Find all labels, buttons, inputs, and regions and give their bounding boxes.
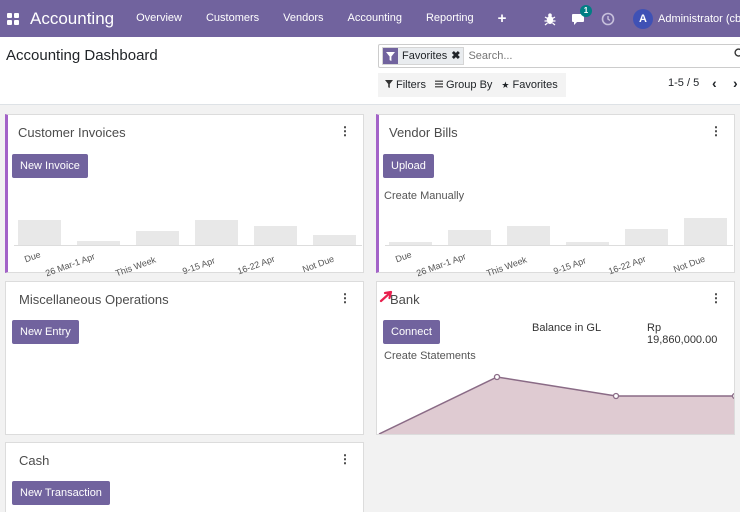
card-menu-icon[interactable]: ⋮ — [339, 291, 351, 305]
bank-balance-graph[interactable] — [377, 282, 735, 435]
add-menu-icon[interactable]: + — [497, 10, 507, 27]
card-menu-icon[interactable]: ⋮ — [710, 291, 722, 305]
new-invoice-button[interactable]: New Invoice — [12, 154, 88, 178]
graph-line — [378, 376, 734, 434]
activity-clock-icon[interactable] — [600, 11, 616, 27]
top-navbar: Accounting Overview Customers Vendors Ac… — [0, 0, 740, 37]
facet-remove-icon[interactable]: ✖ — [451, 48, 464, 64]
menu-vendors[interactable]: Vendors — [283, 12, 324, 24]
cash-card: Cash ⋮ New Transaction — [5, 442, 364, 512]
graph-bar — [625, 229, 668, 245]
group-by-toggle[interactable]: Group By — [434, 79, 493, 91]
bars-icon — [434, 80, 443, 90]
messages-count-badge: 1 — [580, 4, 592, 17]
balance-value: Rp 19,860,000.00 — [647, 322, 718, 346]
user-menu-name[interactable]: Administrator (cb0 — [658, 12, 740, 25]
new-transaction-button[interactable]: New Transaction — [12, 481, 110, 505]
create-manually-link[interactable]: Create Manually — [384, 190, 465, 202]
graph-bar — [195, 220, 238, 245]
graph-bar — [254, 226, 297, 245]
menu-overview[interactable]: Overview — [136, 12, 182, 24]
graph-tick-label: Not Due — [672, 253, 707, 275]
graph-point — [493, 373, 501, 381]
misc-operations-card: Miscellaneous Operations ⋮ New Entry — [5, 281, 364, 435]
balance-label: Balance in GL — [532, 322, 602, 334]
upload-button[interactable]: Upload — [383, 154, 434, 178]
messages-icon[interactable]: 1 — [571, 4, 592, 27]
graph-tick-label: This Week — [114, 254, 158, 279]
menu-accounting[interactable]: Accounting — [347, 12, 402, 24]
graph-tick-label: 9-15 Apr — [181, 255, 217, 277]
graph-bar — [136, 231, 179, 245]
main-menu: Overview Customers Vendors Accounting Re… — [124, 0, 518, 37]
apps-grid-icon[interactable] — [7, 12, 19, 25]
customer-invoices-card: Customer Invoices ⋮ New Invoice Due 26 M… — [5, 114, 364, 278]
graph-tick-label: Due — [23, 249, 42, 265]
card-title[interactable]: Cash — [19, 453, 50, 468]
page-title: Accounting Dashboard — [6, 47, 158, 64]
group-by-label: Group By — [445, 79, 493, 91]
facet-label: Favorites — [398, 48, 452, 64]
search-icon[interactable] — [734, 48, 740, 62]
card-menu-icon[interactable]: ⋮ — [339, 124, 351, 138]
graph-tick-label: 26 Mar-1 Apr — [44, 251, 97, 279]
filters-label: Filters — [396, 79, 426, 91]
graph-bar — [389, 242, 432, 245]
pager-previous-icon[interactable]: ‹ — [712, 75, 717, 91]
graph-bar — [507, 226, 550, 245]
favorites-toggle[interactable]: ★ Favorites — [501, 79, 557, 91]
graph-tick-label: 16-22 Apr — [607, 253, 648, 277]
graph-bar — [566, 242, 609, 245]
graph-point — [612, 392, 620, 400]
graph-area — [379, 377, 734, 434]
filters-toggle[interactable]: Filters — [385, 79, 426, 91]
graph-bar — [448, 230, 491, 245]
search-options-bar: Filters Group By ★ Favorites — [378, 73, 566, 97]
card-title[interactable]: Vendor Bills — [389, 125, 458, 140]
new-entry-button[interactable]: New Entry — [12, 320, 79, 344]
bug-icon[interactable] — [542, 11, 558, 27]
connect-button[interactable]: Connect — [383, 320, 440, 344]
filter-funnel-icon — [385, 80, 393, 90]
graph-point — [731, 393, 734, 399]
graph-tick-label: 26 Mar-1 Apr — [415, 251, 468, 279]
favorites-label: Favorites — [512, 79, 558, 91]
card-menu-icon[interactable]: ⋮ — [710, 124, 722, 138]
graph-tick-label: Not Due — [301, 253, 336, 275]
bills-aging-graph[interactable]: Due 26 Mar-1 Apr This Week 9-15 Apr 16-2… — [385, 209, 733, 278]
graph-tick-label: Due — [394, 249, 413, 265]
pager-next-icon[interactable]: › — [733, 75, 738, 91]
graph-tick-label: 16-22 Apr — [236, 253, 277, 277]
graph-bar — [313, 235, 356, 245]
star-icon: ★ — [501, 79, 510, 90]
graph-baseline — [385, 245, 733, 246]
systray: 1 A Administrator (cb0 — [542, 0, 740, 37]
user-avatar[interactable]: A — [633, 8, 653, 29]
create-statements-link[interactable]: Create Statements — [384, 350, 476, 362]
menu-customers[interactable]: Customers — [205, 12, 260, 24]
favorites-facet: Favorites ✖ — [382, 47, 465, 65]
invoices-aging-graph[interactable]: Due 26 Mar-1 Apr This Week 9-15 Apr 16-2… — [14, 209, 362, 278]
card-title[interactable]: Customer Invoices — [18, 125, 126, 140]
card-title[interactable]: Miscellaneous Operations — [19, 292, 169, 307]
menu-reporting[interactable]: Reporting — [425, 12, 474, 24]
search-input[interactable] — [468, 50, 739, 62]
search-bar[interactable]: Favorites ✖ — [378, 44, 740, 68]
card-menu-icon[interactable]: ⋮ — [339, 452, 351, 466]
graph-baseline — [14, 245, 362, 246]
control-panel: Accounting Dashboard Favorites ✖ Filters… — [0, 37, 740, 105]
pager-value[interactable]: 1-5 / 5 — [668, 77, 700, 89]
graph-tick-label: 9-15 Apr — [552, 255, 588, 277]
vendor-bills-card: Vendor Bills ⋮ Upload Create Manually Du… — [376, 114, 735, 278]
filter-funnel-icon — [383, 48, 398, 64]
card-title[interactable]: Bank — [390, 292, 420, 307]
bank-card: Bank ⋮ Connect Balance in GL Rp 19,860,0… — [376, 281, 735, 435]
app-brand[interactable]: Accounting — [30, 8, 115, 28]
mouse-pointer-icon — [379, 290, 393, 303]
graph-tick-label: This Week — [485, 254, 529, 279]
graph-bar — [684, 218, 727, 245]
graph-bar — [77, 241, 120, 245]
graph-bar — [18, 220, 61, 245]
